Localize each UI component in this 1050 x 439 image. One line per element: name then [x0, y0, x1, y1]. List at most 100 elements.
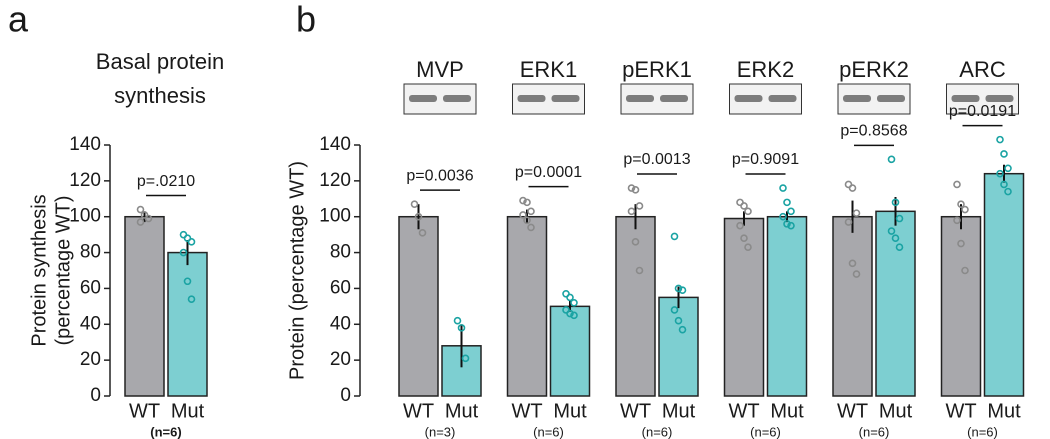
group-label: ERK2	[737, 57, 794, 82]
data-point	[895, 243, 904, 251]
data-point	[961, 266, 969, 275]
data-point	[779, 212, 787, 221]
blot-band	[551, 95, 580, 102]
blot-band	[985, 95, 1014, 102]
p-value: p=.0210	[137, 173, 195, 190]
data-point	[1000, 180, 1008, 189]
data-point	[787, 207, 795, 216]
y-tick-label: 60	[80, 277, 101, 298]
blot-band	[768, 95, 797, 102]
data-point	[627, 184, 636, 192]
x-tick-label: WT	[403, 400, 434, 422]
data-point	[674, 316, 683, 325]
data-point	[957, 200, 965, 208]
x-tick-label: WT	[620, 400, 651, 422]
data-point	[1004, 164, 1012, 173]
y-tick-label: 140	[69, 134, 101, 155]
x-tick-label: Mut	[553, 400, 587, 422]
data-point	[996, 169, 1004, 178]
y-tick-label: 0	[340, 385, 351, 406]
chart-title: Basal protein	[96, 49, 224, 74]
data-point	[895, 214, 904, 223]
data-point	[779, 184, 787, 192]
data-point	[144, 214, 153, 223]
data-point	[523, 216, 531, 225]
bar	[398, 215, 439, 397]
data-point	[519, 211, 527, 219]
data-point	[953, 216, 961, 225]
y-tick-label: 100	[319, 206, 351, 227]
data-point	[740, 234, 748, 243]
y-axis-label: (percentage WT)	[52, 195, 74, 345]
data-point	[570, 298, 578, 307]
x-tick-label: Mut	[879, 400, 913, 422]
data-point	[744, 243, 752, 251]
y-tick-label: 0	[90, 385, 101, 406]
y-tick-label: 40	[330, 313, 351, 334]
data-point	[635, 202, 644, 210]
blot-band	[409, 95, 437, 102]
group-label: ARC	[959, 57, 1006, 82]
data-point	[631, 186, 640, 194]
blot-band	[660, 95, 688, 102]
data-point	[627, 207, 636, 216]
data-point	[566, 293, 574, 302]
y-tick-label: 40	[80, 313, 101, 334]
group-label: pERK1	[622, 57, 692, 82]
x-tick-label: Mut	[445, 400, 479, 422]
p-value: p=0.0001	[515, 164, 582, 181]
data-point	[453, 316, 462, 325]
n-label: (n=6)	[859, 424, 890, 439]
blot-band	[843, 95, 871, 102]
y-tick-label: 100	[69, 206, 101, 227]
y-axis-label: Protein (percentage WT)	[286, 161, 308, 380]
chart-title: synthesis	[114, 83, 206, 108]
y-tick-label: 60	[330, 277, 351, 298]
p-value: p=0.0036	[406, 167, 473, 184]
data-point	[848, 259, 857, 268]
group-label: ERK1	[520, 57, 577, 82]
bar	[766, 215, 808, 397]
bar	[506, 215, 548, 397]
data-point	[740, 202, 748, 210]
bar	[983, 172, 1025, 397]
data-point	[136, 205, 145, 214]
data-point	[961, 205, 969, 214]
data-point	[678, 286, 687, 295]
data-point	[187, 295, 196, 303]
blot-band	[626, 95, 654, 102]
data-point	[678, 325, 687, 334]
bar	[723, 217, 765, 397]
data-point	[783, 198, 791, 207]
data-point	[852, 209, 861, 217]
blot-band	[517, 95, 546, 102]
data-point	[1000, 150, 1008, 158]
bar	[549, 305, 591, 397]
y-tick-label: 80	[330, 242, 351, 263]
n-label: (n=6)	[642, 424, 673, 439]
y-axis-label: Protein synthesis	[28, 194, 50, 346]
data-point	[410, 200, 419, 208]
data-point	[570, 311, 578, 320]
group-label: pERK2	[839, 57, 909, 82]
x-tick-label: Mut	[987, 400, 1021, 422]
data-point	[891, 234, 900, 243]
data-point	[414, 212, 423, 221]
x-tick-label: Mut	[662, 400, 696, 422]
n-label: (n=6)	[750, 424, 781, 439]
data-point	[519, 196, 527, 205]
n-label: (n=3)	[425, 424, 456, 439]
blot-band	[877, 95, 905, 102]
p-value: p=0.0191	[949, 103, 1016, 120]
p-value: p=0.9091	[732, 151, 799, 168]
data-point	[461, 354, 470, 363]
group-label: MVP	[416, 57, 464, 82]
data-point	[953, 180, 961, 189]
data-point	[418, 229, 427, 237]
bar	[124, 215, 165, 397]
p-value: p=0.0013	[623, 151, 690, 168]
data-point	[887, 155, 896, 164]
data-point	[1004, 187, 1012, 196]
data-point	[891, 198, 900, 207]
